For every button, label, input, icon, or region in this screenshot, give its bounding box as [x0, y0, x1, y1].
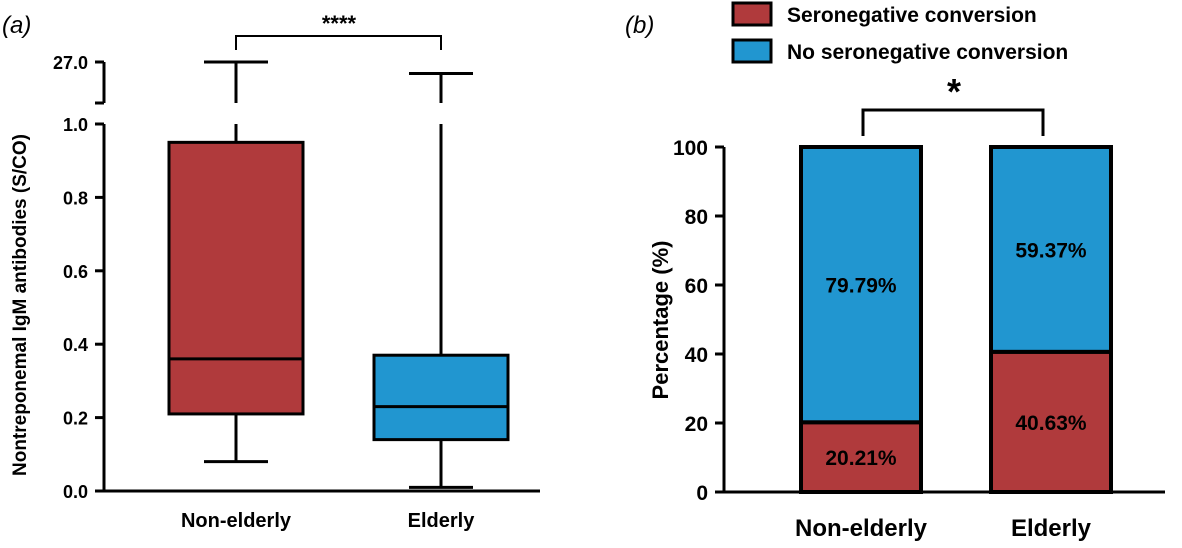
panel-a-ytick-label-1: 0.2 — [63, 409, 88, 429]
panel-a-ytick-label-4: 0.8 — [63, 188, 88, 208]
panel-a-label: (a) — [2, 12, 31, 39]
panel-b-label: (b) — [625, 12, 654, 39]
panel-b-category-elderly: Elderly — [1011, 515, 1092, 542]
panel-a-ytick-label-3: 0.6 — [63, 262, 88, 282]
panel-b-category-non-elderly: Non-elderly — [795, 515, 928, 542]
box-non-elderly — [167, 140, 305, 416]
bar-label-non-elderly-no-seronegative-conversion: 79.79% — [825, 275, 897, 298]
panel-a-boxes — [167, 60, 510, 489]
panel-a-y-ticks: 0.0 0.2 0.4 0.6 0.8 1.0 — [63, 115, 104, 502]
panel-b-ytick-label-2: 40 — [685, 344, 708, 367]
panel-b-y-ticks: 0 20 40 60 80 100 — [673, 137, 724, 505]
bar-label-non-elderly-seronegative-conversion: 20.21% — [825, 447, 897, 470]
panel-b-ytick-label-0: 0 — [696, 482, 708, 505]
bar-label-elderly-seronegative-conversion: 40.63% — [1015, 412, 1087, 435]
panel-a: (a) Nontreponemal IgM antibodies (S/CO) … — [2, 11, 540, 532]
bar-label-elderly-no-seronegative-conversion: 59.37% — [1015, 239, 1087, 262]
panel-b-significance-bracket — [861, 108, 1045, 136]
panel-b-ytick-label-1: 20 — [685, 413, 708, 436]
panel-b-ytick-label-4: 80 — [685, 206, 708, 229]
bar-elderly-seronegative-conversion — [989, 349, 1113, 494]
panel-a-ytick-label-2: 0.4 — [63, 335, 88, 355]
panel-a-significance-bracket — [235, 35, 442, 50]
panel-b-significance-label: * — [947, 71, 961, 112]
legend-swatch-no-seronegative — [731, 38, 773, 64]
bar-elderly-no-seronegative-conversion — [989, 145, 1113, 354]
legend-label-no-seronegative: No seronegative conversion — [787, 41, 1068, 64]
panel-a-ytick-label-0: 0.0 — [63, 482, 88, 502]
panel-b: (b) Seronegative conversion No seronegat… — [625, 1, 1165, 542]
panel-b-ytick-label-5: 100 — [673, 137, 708, 160]
panel-b-ytick-label-3: 60 — [685, 275, 708, 298]
legend-swatch-seronegative — [731, 1, 773, 27]
panel-a-significance-label: **** — [322, 11, 357, 36]
box-elderly — [372, 353, 510, 442]
panel-a-category-non-elderly: Non-elderly — [181, 510, 292, 532]
panel-b-ylabel: Percentage (%) — [648, 241, 673, 400]
panel-a-upper-tick-label: 27.0 — [53, 53, 88, 73]
panel-b-bars: 20.21% 79.79% 40.63% 59.37% — [799, 145, 1113, 495]
bar-non-elderly-no-seronegative-conversion — [799, 145, 923, 425]
panel-a-ylabel: Nontreponemal IgM antibodies (S/CO) — [10, 134, 31, 476]
panel-a-ytick-label-5: 1.0 — [63, 115, 88, 135]
panel-a-category-elderly: Elderly — [408, 510, 476, 532]
legend-label-seronegative: Seronegative conversion — [787, 4, 1037, 27]
